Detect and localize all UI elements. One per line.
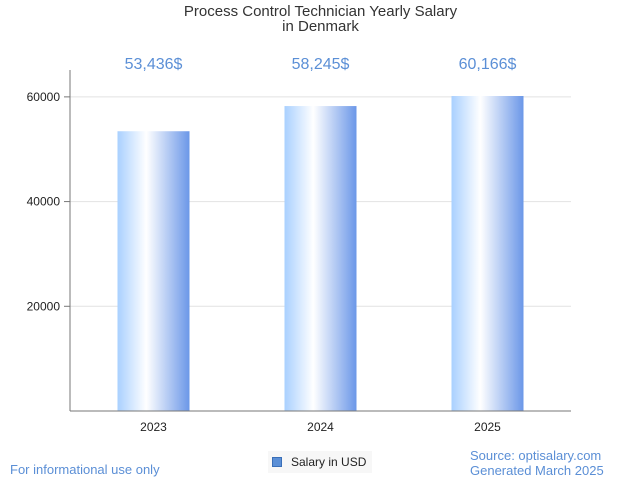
chart-title: Process Control Technician Yearly Salary: [183, 3, 458, 20]
bar: [117, 131, 190, 411]
data-label: 60,166$: [459, 56, 517, 73]
legend-label: Salary in USD: [291, 455, 367, 469]
data-label: 53,436$: [125, 56, 183, 73]
data-label: 58,245$: [292, 56, 350, 73]
chart-legend: Salary in USD: [268, 451, 373, 473]
x-tick-label: 2025: [474, 420, 501, 434]
chart-subtitle: in Denmark: [282, 18, 359, 35]
bar: [451, 96, 524, 411]
bar: [284, 106, 357, 411]
y-tick-label: 20000: [27, 299, 61, 313]
x-tick-label: 2024: [307, 420, 334, 434]
info-note: For informational use only: [10, 462, 160, 477]
legend-swatch: [272, 457, 282, 467]
y-tick-label: 40000: [27, 195, 61, 209]
source-text: Source: optisalary.com: [470, 448, 602, 463]
generated-text: Generated March 2025: [470, 463, 604, 478]
x-tick-label: 2023: [140, 420, 167, 434]
y-tick-label: 60000: [27, 90, 61, 104]
